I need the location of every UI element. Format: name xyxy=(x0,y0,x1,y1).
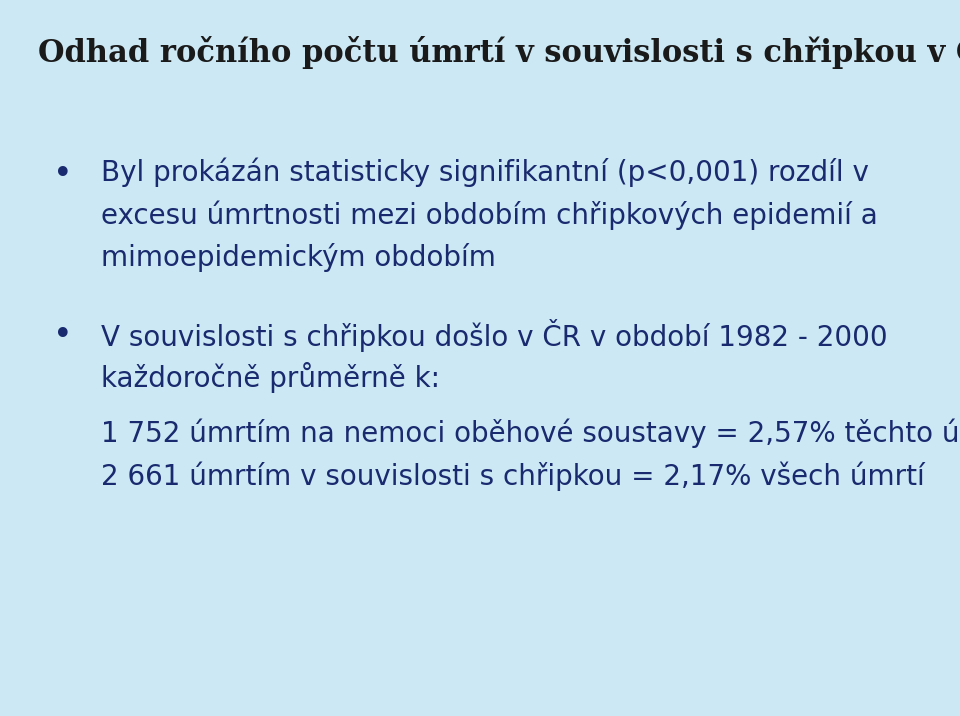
Text: Odhad ročního počtu úmrtí v souvislosti s chřipkou v ČR - Závěr: Odhad ročního počtu úmrtí v souvislosti … xyxy=(38,32,960,69)
Text: V souvislosti s chřipkou došlo v ČR v období 1982 - 2000: V souvislosti s chřipkou došlo v ČR v ob… xyxy=(101,319,887,352)
Text: excesu úmrtnosti mezi obdobím chřipkových epidemií a: excesu úmrtnosti mezi obdobím chřipkovýc… xyxy=(101,200,877,230)
Text: •: • xyxy=(53,158,72,190)
Text: 2 661 úmrtím v souvislosti s chřipkou = 2,17% všech úmrtí: 2 661 úmrtím v souvislosti s chřipkou = … xyxy=(101,462,924,491)
Text: mimoepidemickým obdobím: mimoepidemickým obdobím xyxy=(101,243,495,273)
Text: •: • xyxy=(53,319,72,352)
Text: každoročně průměrně k:: každoročně průměrně k: xyxy=(101,362,440,392)
Text: Byl prokázán statisticky signifikantní (p<0,001) rozdíl v: Byl prokázán statisticky signifikantní (… xyxy=(101,158,869,187)
Text: 1 752 úmrtím na nemoci oběhové soustavy = 2,57% těchto úmrtí: 1 752 úmrtím na nemoci oběhové soustavy … xyxy=(101,419,960,448)
